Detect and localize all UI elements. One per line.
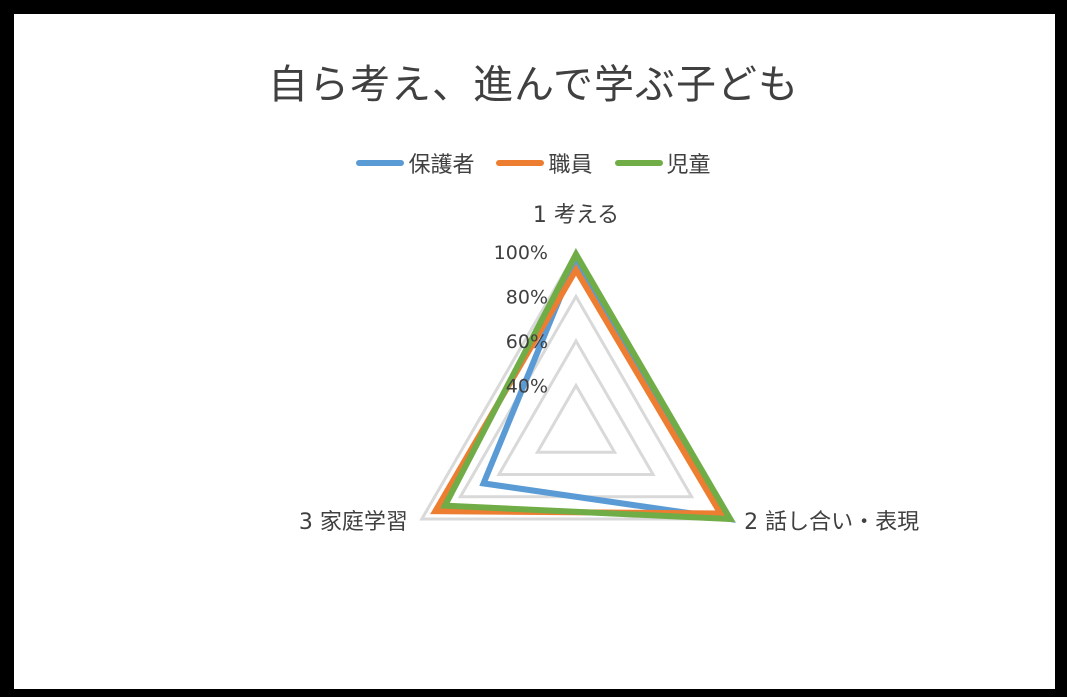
legend-swatch-shokuin [496,160,545,166]
chart-legend: 保護者 職員 児童 [0,147,1067,179]
tick-label-2: 80% [506,287,548,309]
tick-label-1: 60% [506,331,548,353]
axis-label-2: 3 家庭学習 [299,510,408,535]
legend-item-shokuin: 職員 [496,147,593,179]
legend-label-jido: 児童 [666,153,711,178]
radar-tick-labels: 40% 60% 80% 100% [494,242,548,398]
legend-label-shokuin: 職員 [548,153,593,178]
series-line-2 [440,248,736,523]
legend-swatch-hogosha [356,160,405,166]
grid-ring-1 [496,337,656,476]
radar-series [430,248,736,523]
tick-label-0: 40% [506,376,548,398]
chart-title: 自ら考え、進んで学ぶ子ども [268,62,799,108]
radar-axis-labels: 1 考える 2 話し合い・表現 3 家庭学習 [299,203,919,535]
axis-label-0: 1 考える [533,203,619,228]
grid-ring-0 [534,382,618,454]
tick-label-3: 100% [494,242,548,264]
legend-swatch-jido [614,160,663,166]
legend-label-hogosha: 保護者 [408,153,475,178]
legend-item-jido: 児童 [614,147,711,179]
legend-item-hogosha: 保護者 [356,147,474,179]
radar-grid [419,249,733,521]
axis-label-1: 2 話し合い・表現 [744,510,919,535]
